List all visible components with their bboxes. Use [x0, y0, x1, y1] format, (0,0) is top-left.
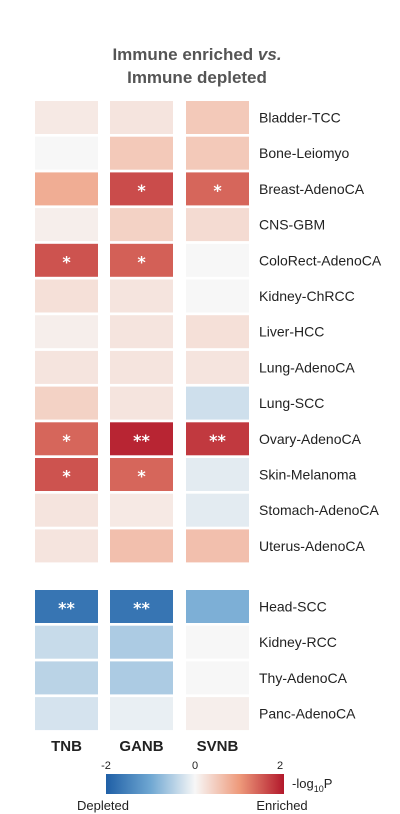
significance-mark: * — [213, 181, 222, 200]
heatmap-cell — [110, 529, 173, 563]
row-label: Lung-SCC — [259, 395, 324, 411]
colorbar-gradient — [106, 774, 284, 794]
row-label: Stomach-AdenoCA — [259, 502, 380, 518]
heatmap-cell — [35, 172, 98, 206]
row-label: Uterus-AdenoCA — [259, 538, 365, 554]
colorbar-tick-mid: 0 — [192, 760, 198, 772]
heatmap-cell — [35, 243, 98, 277]
heatmap-cell — [35, 590, 98, 623]
column-label: TNB — [51, 738, 82, 755]
heatmap-cell — [110, 279, 173, 313]
heatmap-cell — [186, 315, 249, 349]
heatmap-cell — [110, 136, 173, 170]
heatmap-cell — [186, 529, 249, 563]
heatmap-cell — [110, 101, 173, 134]
row-labels: Bladder-TCC Bone-Leiomyo Breast-AdenoCA CNS… — [259, 110, 382, 722]
heatmap-cell — [35, 386, 98, 420]
row-label: Bone-Leiomyo — [259, 145, 349, 161]
colorbar-tick-min: -2 — [101, 760, 111, 772]
significance-mark: * — [137, 181, 146, 200]
row-label: Breast-AdenoCA — [259, 181, 365, 197]
heatmap-cell — [186, 208, 249, 242]
heatmap-cell — [186, 243, 249, 277]
significance-mark: ** — [209, 431, 226, 450]
heatmap-cells: * ** ** ** *** *** ** — [35, 101, 249, 731]
heatmap-cell — [110, 625, 173, 659]
significance-mark: ** — [58, 599, 75, 618]
heatmap-cell — [186, 590, 249, 623]
heatmap-cell — [35, 279, 98, 313]
significance-mark: * — [62, 431, 71, 450]
heatmap-cell — [186, 386, 249, 420]
heatmap-cell — [35, 458, 98, 491]
heatmap-cell — [110, 243, 173, 277]
heatmap-cell — [186, 101, 249, 134]
heatmap-cell — [35, 493, 98, 527]
heatmap-cell — [35, 422, 98, 456]
column-label: SVNB — [197, 738, 239, 755]
row-label: Panc-AdenoCA — [259, 706, 356, 722]
heatmap-cell — [110, 422, 173, 456]
heatmap-cell — [110, 493, 173, 527]
significance-mark: * — [137, 252, 146, 271]
heatmap-cell — [110, 590, 173, 623]
colorbar: -2 0 2 -log10P Depleted Enriched — [77, 760, 332, 813]
heatmap-cell — [35, 350, 98, 384]
heatmap-cell — [186, 172, 249, 206]
row-label: Liver-HCC — [259, 324, 324, 340]
row-label: Ovary-AdenoCA — [259, 431, 362, 447]
heatmap-cell — [35, 661, 98, 695]
heatmap-cell — [35, 101, 98, 134]
row-label: Thy-AdenoCA — [259, 670, 348, 686]
row-label: Bladder-TCC — [259, 110, 341, 126]
significance-mark: * — [62, 467, 71, 486]
heatmap-cell — [35, 136, 98, 170]
row-label: Kidney-RCC — [259, 634, 337, 650]
heatmap-cell — [186, 350, 249, 384]
chart-title-line2: Immune depleted — [127, 68, 267, 87]
heatmap-cell — [186, 279, 249, 313]
heatmap-cell — [110, 697, 173, 731]
heatmap-cell — [186, 422, 249, 456]
heatmap-cell — [186, 625, 249, 659]
significance-mark: ** — [133, 431, 150, 450]
heatmap-cell — [186, 493, 249, 527]
heatmap-cell — [35, 529, 98, 563]
chart-title-line1: Immune enriched vs. — [112, 45, 281, 64]
chart-title-vs: vs. — [258, 45, 282, 64]
row-label: Skin-Melanoma — [259, 467, 356, 483]
heatmap-cell — [35, 208, 98, 242]
heatmap-cell — [186, 661, 249, 695]
heatmap-cell — [186, 458, 249, 491]
heatmap-cell — [110, 386, 173, 420]
colorbar-tick-max: 2 — [277, 760, 283, 772]
colorbar-left-label: Depleted — [77, 798, 129, 813]
heatmap-cell — [110, 172, 173, 206]
column-labels: TNB GANB SVNB — [51, 738, 238, 755]
colorbar-right-label: Enriched — [256, 798, 307, 813]
heatmap-cell — [110, 208, 173, 242]
heatmap-cell — [186, 136, 249, 170]
heatmap-cell — [186, 697, 249, 731]
heatmap-cell — [110, 458, 173, 491]
column-label: GANB — [119, 738, 163, 755]
heatmap-cell — [110, 315, 173, 349]
heatmap-cell — [35, 625, 98, 659]
row-label: CNS-GBM — [259, 217, 325, 233]
significance-mark: * — [62, 252, 71, 271]
row-label: Lung-AdenoCA — [259, 359, 355, 375]
heatmap-cell — [110, 661, 173, 695]
significance-mark: * — [137, 467, 146, 486]
heatmap-cell — [110, 350, 173, 384]
row-label: Head-SCC — [259, 599, 327, 615]
colorbar-label: -log10P — [292, 776, 332, 794]
heatmap-cell — [35, 315, 98, 349]
row-label: Kidney-ChRCC — [259, 288, 355, 304]
significance-mark: ** — [133, 599, 150, 618]
heatmap-cell — [35, 697, 98, 731]
row-label: ColoRect-AdenoCA — [259, 252, 382, 268]
